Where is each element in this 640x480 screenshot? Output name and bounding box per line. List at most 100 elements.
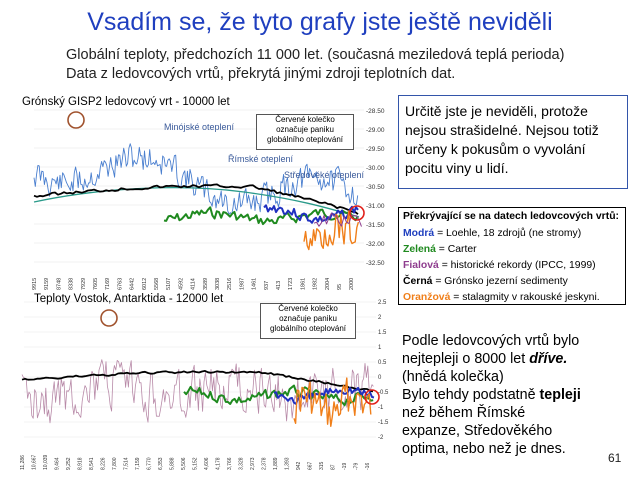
top-x-tick-label: 5107 <box>166 278 172 290</box>
bottom-y-tick-label: -0.5 <box>378 390 389 396</box>
legend-blue: Modrá = Loehle, 18 zdrojů (ne stromy) <box>403 228 582 239</box>
bottom-series-orange <box>293 377 372 428</box>
bottom-x-tick-label: 9,252 <box>66 457 72 470</box>
top-series-green <box>163 206 359 226</box>
bottom-y-tick-label: 2 <box>378 315 382 321</box>
bottom-x-tick-label: 5,506 <box>181 457 187 470</box>
bottom-y-tick-label: -1.5 <box>378 420 389 426</box>
bottom-x-tick-label: 2,973 <box>250 457 256 470</box>
bottom-x-tick-label: 10,039 <box>43 454 49 470</box>
top-chart: -28.50 -29.00 -29.50 -30.00 -30.50 -31.00 -31.… <box>14 92 392 294</box>
label-roman-warming: Římské oteplení <box>228 154 294 164</box>
top-x-tick-label: 1987 <box>239 278 245 290</box>
top-x-tick-label: 937 <box>264 281 270 290</box>
top-x-tick-label: 3589 <box>203 278 209 290</box>
bottom-x-tick-label: -79 <box>354 463 360 470</box>
note-line6: expanze, Středověkého <box>402 423 553 439</box>
bottom-x-tick-label: 9,464 <box>55 457 61 470</box>
bottom-x-tick-label: 3,328 <box>239 457 245 470</box>
note-line3: (hnědá kolečka) <box>402 369 504 385</box>
top-x-tick-label: 1723 <box>288 278 294 290</box>
top-x-tick-label: 8338 <box>69 278 75 290</box>
bottom-chart-annotation: Červené kolečko označuje paniku globální… <box>260 303 356 339</box>
bottom-x-tick-label: 4,606 <box>204 457 210 470</box>
bottom-series-vostok <box>21 359 374 424</box>
top-x-tick-label: 1982 <box>313 278 319 290</box>
top-x-tick-label: 3038 <box>215 278 221 290</box>
top-x-tick-label: 2000 <box>349 278 355 290</box>
top-y-tick-label: -30.50 <box>366 184 385 191</box>
bottom-y-tick-label: 1 <box>378 345 382 351</box>
slide-title: Vsadím se, že tyto grafy jste ještě nevi… <box>87 8 553 36</box>
red-circle-top <box>349 205 365 221</box>
bottom-x-tick-label: 942 <box>296 461 302 470</box>
top-x-tick-label: 8748 <box>56 278 62 290</box>
note-line1: Podle ledovcových vrtů bylo <box>402 333 580 349</box>
bottom-x-tick-label: 8,918 <box>78 457 84 470</box>
top-x-tick-label: 6763 <box>117 278 123 290</box>
bottom-x-tick-label: 2,378 <box>262 457 268 470</box>
bottom-x-tick-label: -19 <box>342 463 348 470</box>
bottom-y-tick-label: 0.5 <box>378 360 387 366</box>
bottom-y-tick-label: 1.5 <box>378 330 387 336</box>
top-y-tick-label: -29.00 <box>366 127 385 134</box>
overlay-legend-box: Překrývající se na datech ledovcových vr… <box>398 207 626 305</box>
top-series-gisp2 <box>33 143 359 216</box>
bottom-x-tick-label: 315 <box>319 461 325 470</box>
top-y-tick-label: -32.00 <box>366 241 385 248</box>
top-chart-title: Grónský GISP2 ledovcový vrt - 10000 let <box>22 96 230 108</box>
bottom-chart-title: Teploty Vostok, Antarktida - 12000 let <box>34 293 224 305</box>
top-x-tick-label: 7169 <box>105 278 111 290</box>
top-x-tick-label: 5568 <box>154 278 160 290</box>
red-circle-bottom <box>364 389 380 405</box>
bottom-x-tick-label: -16 <box>365 463 371 470</box>
top-y-tick-label: -28.50 <box>366 108 385 115</box>
bottom-x-tick-label: 6,353 <box>158 457 164 470</box>
top-chart-annotation: Červené kolečko označuje paniku globální… <box>256 114 354 150</box>
top-y-tick-label: -31.50 <box>366 222 385 229</box>
top-x-tick-label: 7929 <box>81 278 87 290</box>
top-series-trend <box>33 187 360 218</box>
top-series-purple <box>313 212 362 227</box>
top-x-tick-label: 2516 <box>227 278 233 290</box>
top-series-orange <box>303 210 360 251</box>
top-y-tick-label: -32.50 <box>366 260 385 267</box>
bottom-y-tick-label: 2.5 <box>378 300 387 306</box>
top-x-tick-label: 6442 <box>130 278 136 290</box>
legend-black: Černá = Grónsko jezerní sedimenty <box>403 276 568 287</box>
top-y-tick-label: -31.00 <box>366 203 385 210</box>
top-series-loehle <box>263 204 359 224</box>
top-series-black <box>33 183 359 215</box>
bottom-x-tick-label: 4,178 <box>216 457 222 470</box>
note-line5: než během Římské <box>402 405 526 421</box>
top-y-tick-label: -29.50 <box>366 146 385 153</box>
page-number: 61 <box>608 451 622 465</box>
bottom-series-loehle <box>273 386 375 405</box>
top-x-tick-label: 95 <box>337 284 343 290</box>
bottom-chart: 2.5 2 1.5 1 0.5 0 -0.5 -1 -1.5 -2 11,286 10,667 10,0… <box>14 292 392 472</box>
top-x-tick-label: 1861 <box>300 278 306 290</box>
bottom-x-tick-label: 8,541 <box>89 457 95 470</box>
top-x-tick-label: 7605 <box>93 278 99 290</box>
bottom-x-tick-label: 7,159 <box>135 457 141 470</box>
bottom-x-tick-label: 5,152 <box>193 457 199 470</box>
top-x-tick-label: 413 <box>276 281 282 290</box>
bottom-series-black <box>21 370 374 393</box>
bottom-y-tick-label: 0 <box>378 375 382 381</box>
bottom-x-tick-label: 667 <box>308 461 314 470</box>
label-medieval-warming: Středověké oteplení <box>284 170 365 180</box>
legend-purple: Fialová = historické rekordy (IPCC, 1999… <box>403 260 596 271</box>
top-x-tick-label: 1461 <box>252 278 258 290</box>
legend-heading: Překrývající se na datech ledovcových vr… <box>403 211 619 222</box>
legend-orange: Oranžová = stalagmity v rakouské jeskyni… <box>403 292 600 303</box>
bottom-x-tick-label: 1,393 <box>285 457 291 470</box>
bottom-x-tick-label: 7,800 <box>112 457 118 470</box>
fear-note-text: Určitě jste je neviděli, protože nejsou … <box>405 103 599 176</box>
top-x-tick-label: 4114 <box>191 278 197 290</box>
legend-green: Zelená = Carter <box>403 244 477 255</box>
bottom-y-tick-label: -2 <box>378 435 384 441</box>
brown-circle-bottom <box>100 309 118 327</box>
slide-subtitle-line1: Globální teploty, předchozích 11 000 let… <box>66 47 565 63</box>
bottom-x-tick-label: 1,889 <box>273 457 279 470</box>
bottom-x-tick-label: 87 <box>331 464 337 470</box>
